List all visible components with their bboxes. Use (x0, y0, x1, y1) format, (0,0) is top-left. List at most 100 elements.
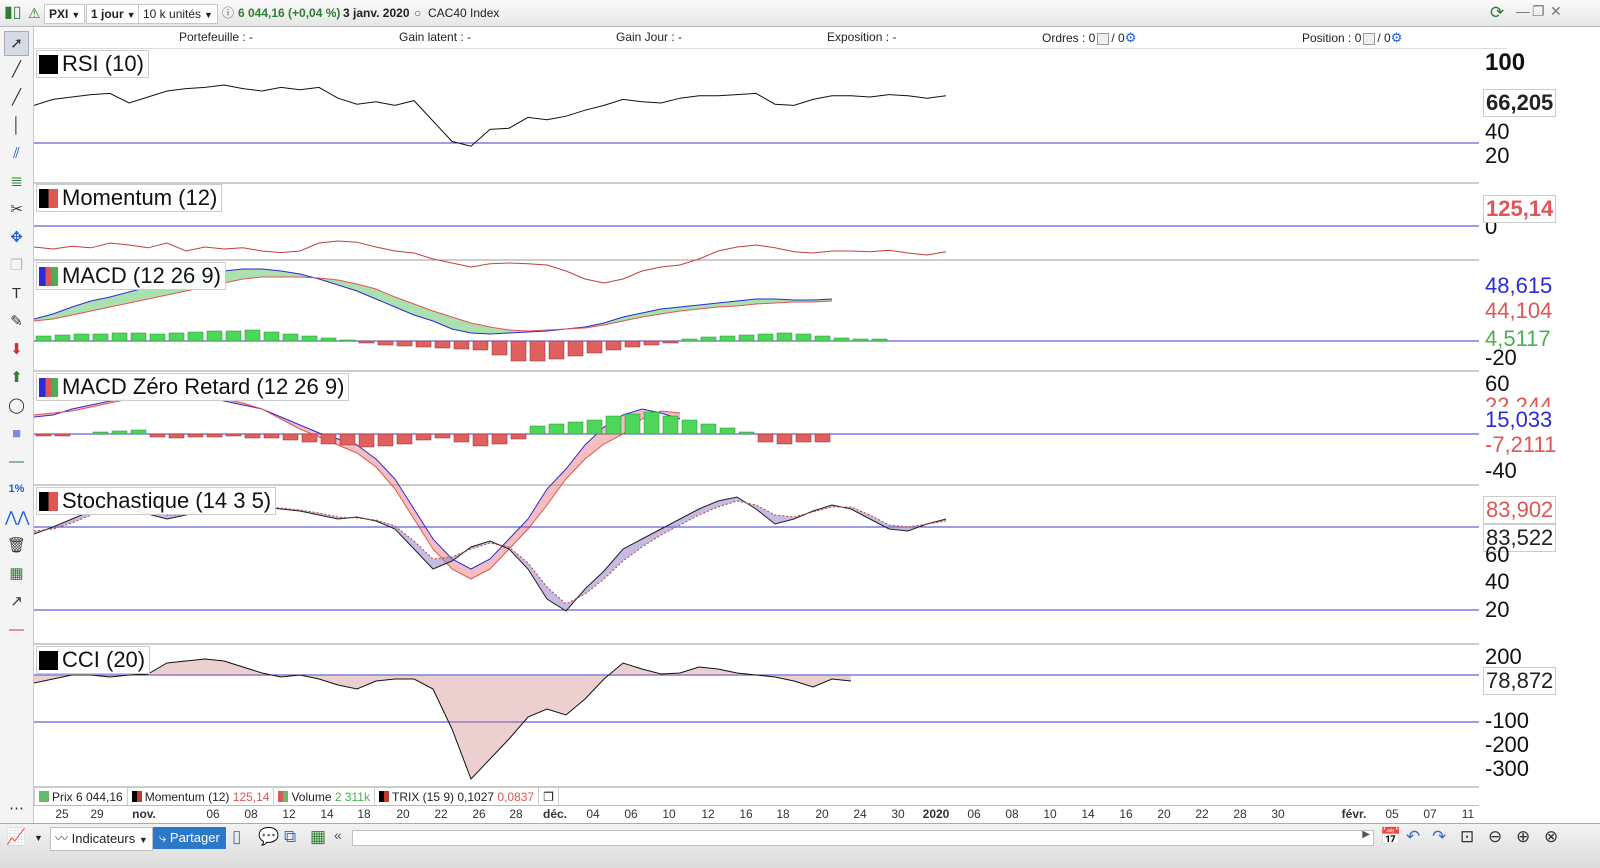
top-toolbar: ▮▯ ⚠ PXI ▼ 1 jour ▼ 10 k unités ▼ ⓘ 6 044,1… (0, 0, 1600, 27)
macdzr-histogram-bar (681, 419, 698, 435)
chart-type-icon[interactable]: ▮▯ (4, 4, 22, 21)
indicator-panels[interactable] (34, 49, 1479, 805)
macd-histogram-bar (149, 333, 166, 342)
stoch-d-line (34, 500, 947, 605)
buy-arrow-icon[interactable]: ⬆ (10, 369, 23, 386)
scroll-left-double-icon[interactable]: « (334, 827, 342, 843)
macd-histogram-bar (187, 331, 204, 342)
date-tick: 28 (509, 807, 523, 821)
channel-tool-icon[interactable]: ⫽ (13, 145, 20, 162)
cursor-tool-icon[interactable]: ➚ (4, 31, 29, 56)
restore-icon[interactable]: ❐ (1532, 3, 1545, 19)
date-tick: 12 (701, 807, 715, 821)
red-line-icon[interactable]: — (9, 621, 24, 638)
legend-trix[interactable]: TRIX (15 9) 0,1027 0,0837 (375, 788, 540, 805)
chart-style-icon[interactable]: 📈 (6, 829, 26, 846)
percent-tool-icon[interactable]: 1% (8, 483, 25, 495)
macdzr-histogram-bar (776, 433, 793, 445)
indicators-button[interactable]: 〰 Indicateurs ▼ (50, 827, 153, 851)
rectangle-tool-icon[interactable]: ■ (11, 425, 22, 442)
legend-volume[interactable]: Volume 2 311k (274, 788, 375, 805)
date-tick: 25 (55, 807, 69, 821)
grid-tool-icon[interactable]: ▦ (9, 565, 24, 582)
macd-histogram-bar (339, 339, 356, 342)
tools-icon[interactable]: ✂ (10, 201, 23, 218)
alert-icon[interactable]: ⚠ (28, 5, 41, 21)
macdzr-panel-title[interactable]: MACD Zéro Retard (12 26 9) (36, 373, 350, 401)
gear-icon[interactable]: ⚙ (1390, 30, 1403, 45)
macdzr-histogram-bar (320, 433, 337, 445)
macd-histogram-bar (795, 333, 812, 342)
zoom-in-icon[interactable]: ⊕ (1516, 827, 1531, 846)
macd-histogram-bar (453, 340, 470, 350)
info-icon[interactable]: ⓘ (222, 6, 235, 20)
zoom-fit-icon[interactable]: ⊡ (1460, 827, 1475, 846)
wave-tool-icon[interactable]: ⋀⋀ (5, 509, 30, 526)
horizontal-line-icon[interactable]: — (9, 453, 24, 470)
more-icon[interactable]: ⋯ (9, 800, 24, 817)
period-select[interactable]: 1 jour ▼ (86, 4, 141, 24)
position-list-icon[interactable] (1363, 32, 1376, 45)
date-tick: 14 (320, 807, 334, 821)
macdzr-fill (34, 393, 680, 579)
trash-icon[interactable]: 🗑 (6, 537, 27, 554)
symbol-select[interactable]: PXI ▼ (44, 4, 86, 24)
momentum-panel-title[interactable]: Momentum (12) (36, 184, 223, 212)
compare-icon[interactable]: ⧉ (284, 827, 297, 846)
legend-label: Volume (291, 789, 332, 804)
chart-area[interactable] (34, 49, 1479, 805)
close-icon[interactable]: ✕ (1550, 3, 1562, 19)
stoch-color-swatch (39, 491, 58, 511)
macd-panel-title[interactable]: MACD (12 26 9) (36, 262, 226, 290)
move-icon[interactable]: ✥ (10, 229, 23, 246)
legend-value: 0,0837 (497, 789, 535, 804)
chevron-down-icon[interactable]: ▼ (34, 833, 43, 843)
macd-histogram-bar (529, 340, 546, 362)
redo-icon[interactable]: ↷ (1432, 827, 1447, 846)
macd-histogram-bar (548, 340, 565, 360)
undo-icon[interactable]: ↶ (1406, 827, 1421, 846)
rsi-value-badge: 66,205 (1483, 89, 1557, 117)
chevron-down-icon: ▼ (204, 10, 213, 20)
arrow-tool-icon[interactable]: ↗ (10, 593, 23, 610)
line-tool-icon[interactable]: ╱ (11, 89, 22, 106)
ellipse-tool-icon[interactable]: ◯ (8, 397, 25, 414)
refresh-icon[interactable]: ⟳ (1490, 3, 1505, 22)
layout-icon[interactable]: ▯ (232, 827, 242, 846)
cci-panel-title[interactable]: CCI (20) (36, 646, 151, 674)
segment-tool-icon[interactable]: ╱ (11, 61, 22, 78)
text-tool-icon[interactable]: T (11, 285, 22, 302)
date-tick: déc. (542, 807, 568, 821)
legend-momentum[interactable]: Momentum (12) 125,14 (128, 788, 275, 805)
legend-bar: Prix 6 044,16 Momentum (12) 125,14 Volum… (34, 787, 559, 806)
scroll-right-icon[interactable]: ▶ (1362, 829, 1370, 840)
radio-icon[interactable]: ○ (414, 6, 422, 20)
gear-icon[interactable]: ⚙ (1124, 30, 1137, 45)
legend-prix[interactable]: Prix 6 044,16 (35, 788, 128, 805)
calendar-icon[interactable]: 📅 (1380, 827, 1402, 846)
pencil-icon[interactable]: ✎ (10, 313, 23, 330)
minimize-icon[interactable]: — (1516, 3, 1530, 19)
chat-icon[interactable]: 💬 (258, 827, 280, 846)
rsi-panel-title[interactable]: RSI (10) (36, 50, 149, 78)
legend-expand-icon[interactable]: ❐ (543, 789, 554, 804)
zoom-reset-icon[interactable]: ⊗ (1544, 827, 1559, 846)
zoom-out-icon[interactable]: ⊖ (1488, 827, 1503, 846)
macd-histogram-bar (700, 336, 717, 342)
macd-histogram-bar (377, 340, 394, 346)
time-scrollbar[interactable]: ▶ (352, 829, 1374, 846)
copy-icon[interactable]: ❐ (9, 257, 24, 274)
vertical-line-icon[interactable]: │ (11, 117, 22, 134)
strategy-icon[interactable]: ▦ (310, 827, 327, 846)
orders-list-icon[interactable] (1097, 32, 1110, 45)
fibonacci-tool-icon[interactable]: ≣ (10, 173, 23, 190)
chevron-down-icon: ▼ (138, 835, 148, 845)
date-tick: 08 (244, 807, 258, 821)
stoch-panel-title[interactable]: Stochastique (14 3 5) (36, 487, 277, 515)
size-select[interactable]: 10 k unités ▼ (138, 4, 218, 24)
macd-value-line: 48,615 (1483, 273, 1555, 299)
sell-arrow-icon[interactable]: ⬇ (10, 341, 23, 358)
macd-histogram-bar (605, 340, 622, 351)
macdzr-color-swatch (39, 377, 58, 397)
share-button[interactable]: ⤷ Partager (153, 827, 226, 849)
